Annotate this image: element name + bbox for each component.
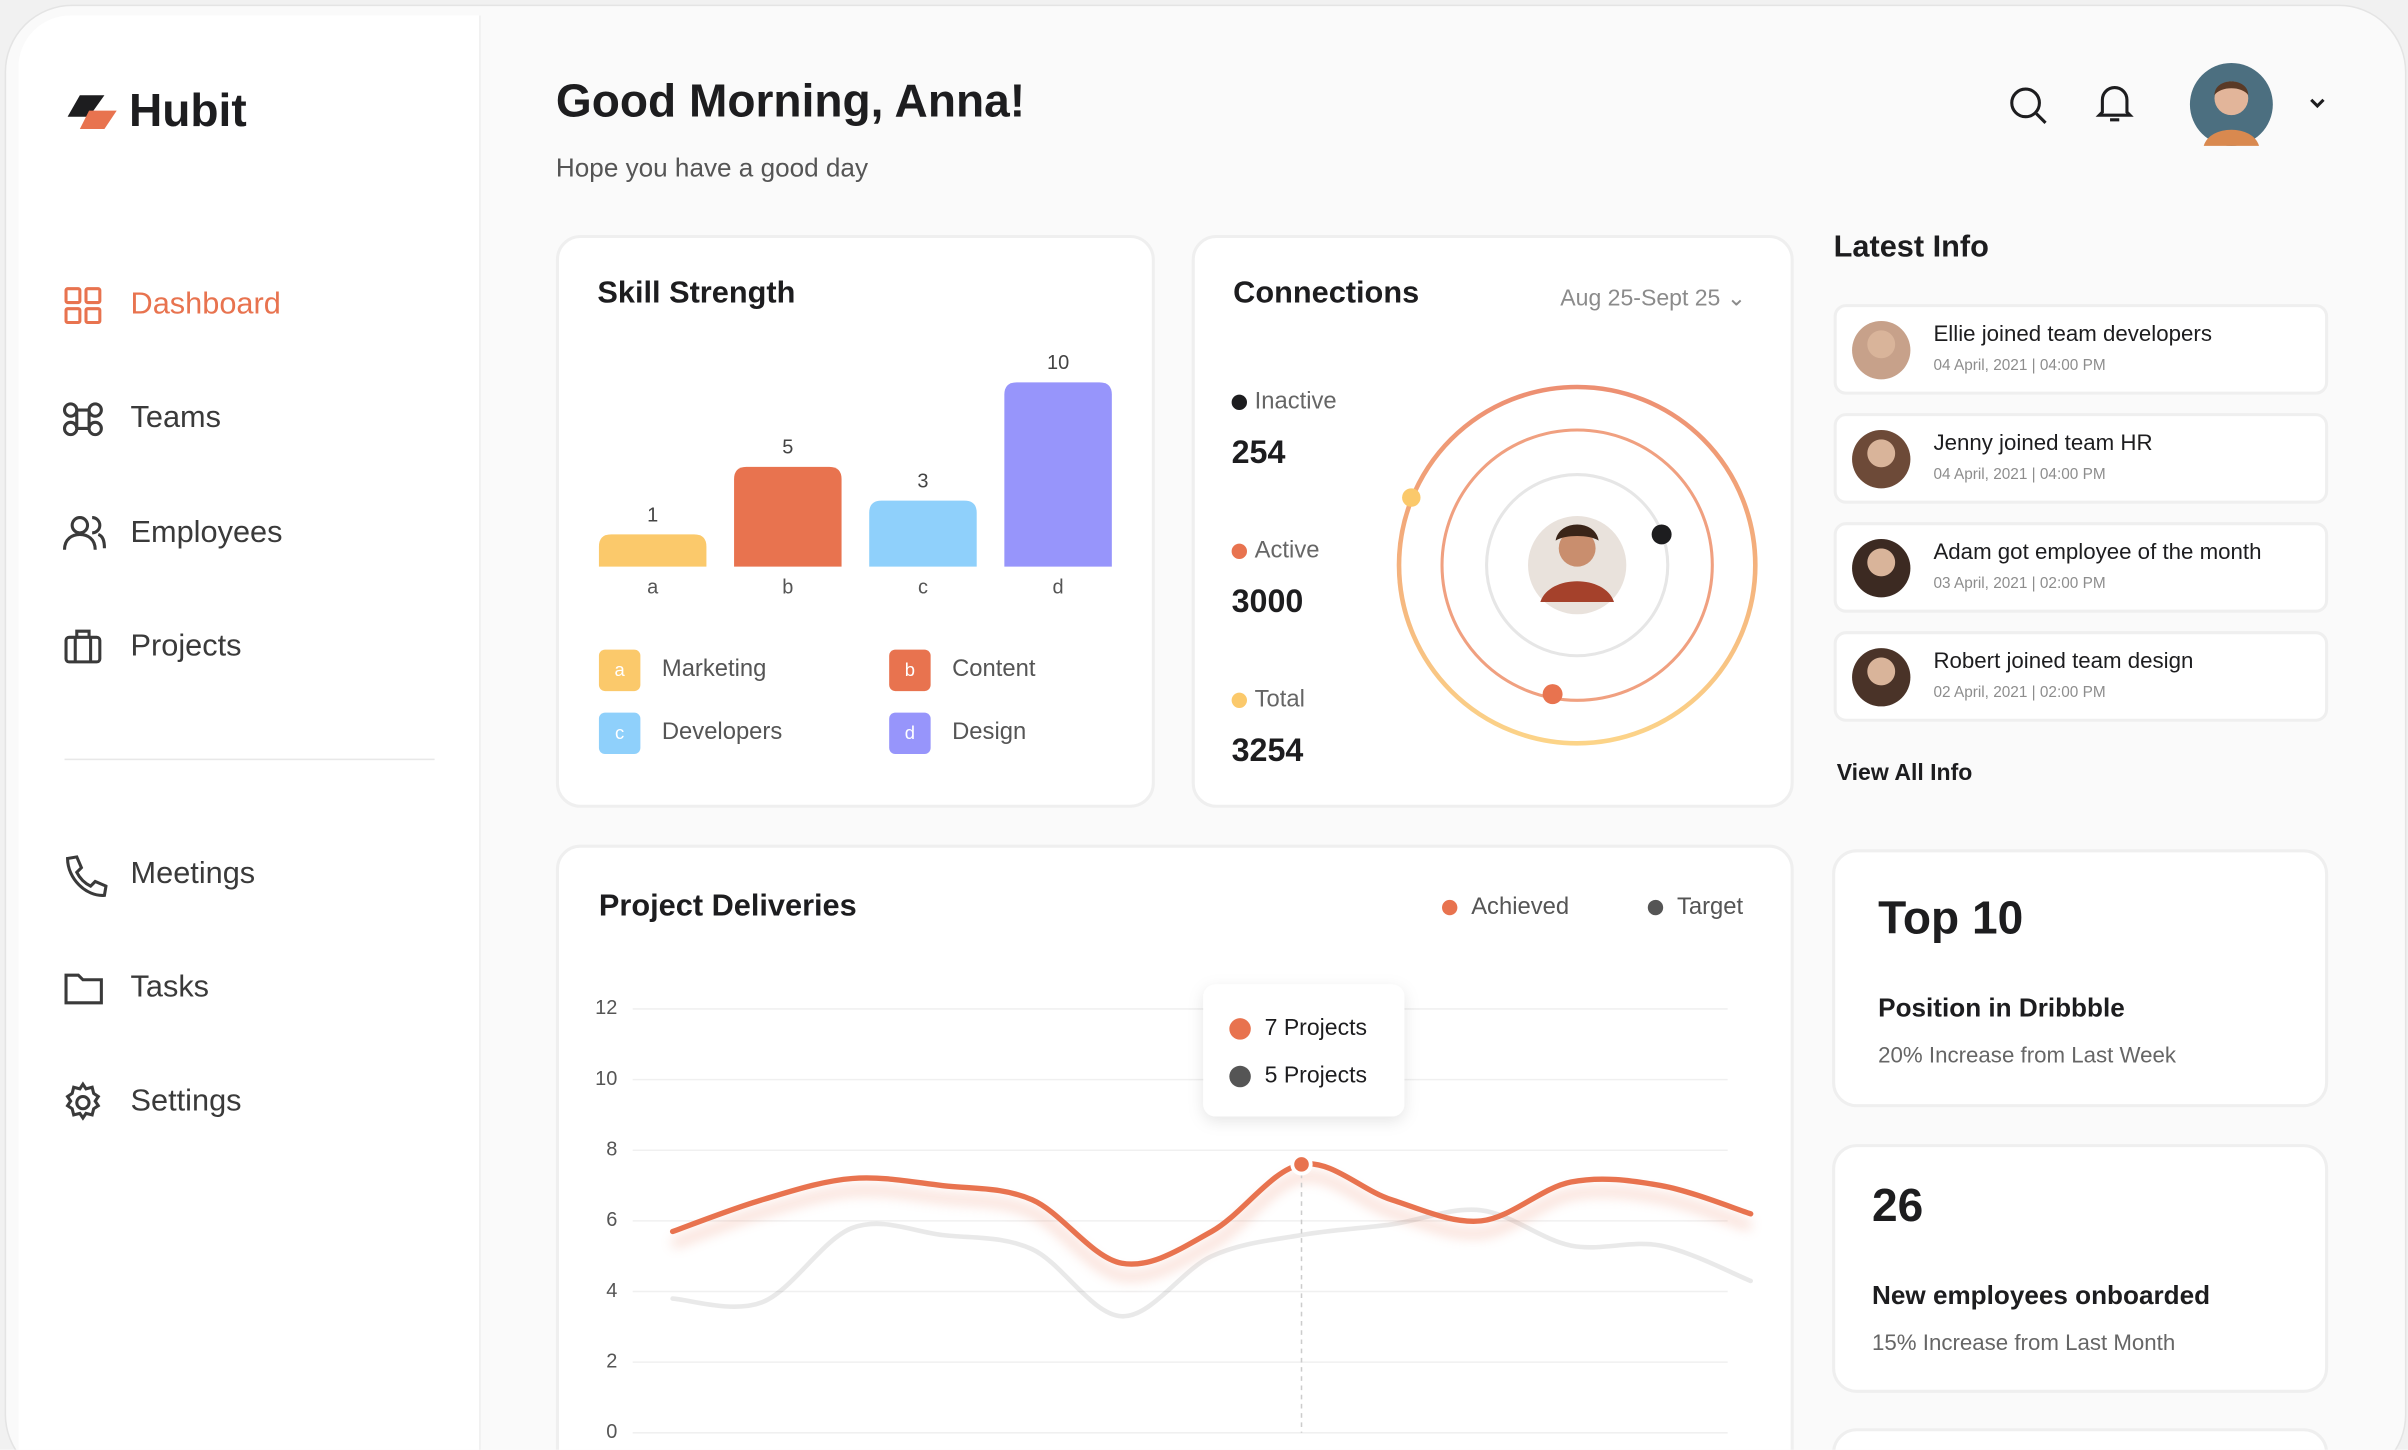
nav-item[interactable]: Settings — [130, 1084, 242, 1118]
nav-item[interactable]: Projects — [130, 629, 242, 664]
info-text: Ellie joined team developers — [1933, 322, 2212, 348]
profile-button[interactable] — [2188, 61, 2342, 147]
info-text: Jenny joined team HR — [1933, 431, 2153, 457]
nav-item[interactable]: Tasks — [130, 970, 210, 1005]
nav-item[interactable]: Meetings — [130, 856, 256, 891]
nav-icons — [62, 287, 106, 664]
divider — [64, 758, 435, 761]
logo-icon — [67, 95, 117, 129]
card-title: Skill Strength — [597, 276, 796, 311]
stat-note: 20% Increase from Last Week — [1878, 1044, 2177, 1069]
stat-card — [1832, 1428, 2329, 1450]
card-title: Project Deliveries — [598, 889, 857, 923]
avatar — [1852, 539, 1911, 598]
stat-label: New employees onboarded — [1872, 1280, 2211, 1310]
notification-button[interactable] — [2095, 81, 2135, 124]
greeting: Good Morning, Anna! — [555, 76, 1026, 128]
avatar — [1852, 429, 1911, 489]
info-item: Robert joined team design 02 April, 2021 … — [1833, 631, 2329, 722]
date-range[interactable]: Aug 25-Sept 25 ⌄ — [1560, 285, 1747, 312]
stat-value: Top 10 — [1878, 893, 2024, 945]
info-time: 04 April, 2021 | 04:00 PM — [1933, 357, 2106, 375]
stat-card: 26 New employees onboarded 15% Increase … — [1832, 1144, 2329, 1393]
stat-label: Position in Dribbble — [1878, 993, 2125, 1023]
nav-icons — [64, 855, 108, 1121]
info-time: 03 April, 2021 | 02:00 PM — [1933, 575, 2106, 593]
info-text: Robert joined team design — [1933, 649, 2194, 675]
section-title: Latest Info — [1833, 230, 1989, 265]
date-range-label: Aug 25-Sept 25 — [1560, 285, 1721, 312]
info-time: 02 April, 2021 | 02:00 PM — [1933, 684, 2106, 702]
card-title: Connections — [1233, 276, 1420, 311]
info-text: Adam got employee of the month — [1933, 540, 2262, 566]
stat-note: 15% Increase from Last Month — [1872, 1331, 2176, 1357]
info-item: Adam got employee of the month 03 April, … — [1833, 522, 2329, 613]
view-all-link[interactable]: View All Info — [1836, 760, 1973, 787]
deliveries-card: Project Deliveries — [555, 844, 1794, 1450]
info-time: 04 April, 2021 | 04:00 PM — [1933, 466, 2106, 484]
sidebar — [18, 15, 481, 1450]
nav-item[interactable]: Employees — [130, 515, 283, 550]
stat-value: 26 — [1872, 1180, 1924, 1232]
nav-item[interactable]: Teams — [130, 400, 221, 435]
info-item: Jenny joined team HR 04 April, 2021 | 04:… — [1833, 413, 2329, 504]
connections-card: Connections Aug 25-Sept 25 ⌄ — [1191, 234, 1794, 808]
stat-card: Top 10 Position in Dribbble 20% Increase… — [1832, 849, 2329, 1108]
nav-item[interactable]: Dashboard — [130, 287, 281, 321]
avatar — [1852, 648, 1911, 707]
avatar — [1852, 320, 1911, 380]
subtitle: Hope you have a good day — [555, 153, 869, 183]
info-item: Ellie joined team developers 04 April, 20… — [1833, 304, 2329, 395]
search-button[interactable] — [2006, 83, 2049, 126]
skill-card: Skill Strength — [555, 234, 1155, 808]
brand: Hubit — [128, 85, 247, 137]
